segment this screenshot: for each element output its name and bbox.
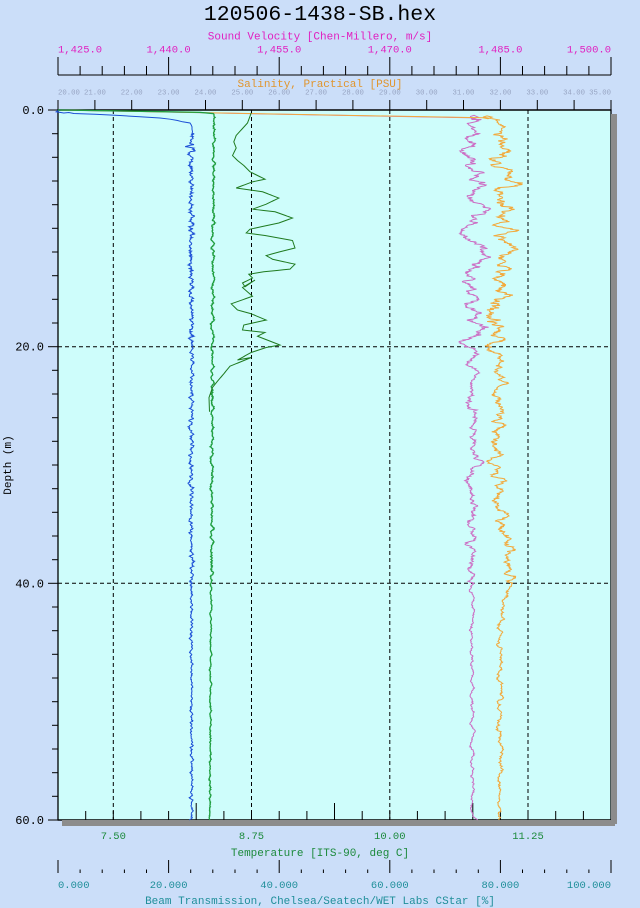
svg-text:23.00: 23.00 [158, 90, 180, 98]
svg-text:10.00: 10.00 [374, 831, 406, 843]
svg-text:40.000: 40.000 [260, 880, 298, 892]
svg-text:11.25: 11.25 [512, 831, 544, 843]
svg-text:35.00: 35.00 [589, 90, 611, 98]
svg-text:1,440.0: 1,440.0 [147, 45, 191, 57]
svg-text:Depth (m): Depth (m) [3, 435, 15, 494]
svg-text:21.00: 21.00 [84, 90, 106, 98]
svg-text:7.50: 7.50 [101, 831, 126, 843]
svg-text:20.00: 20.00 [58, 90, 80, 98]
svg-text:0.000: 0.000 [58, 880, 90, 892]
svg-text:8.75: 8.75 [239, 831, 264, 843]
svg-text:Beam Transmission, Chelsea/Sea: Beam Transmission, Chelsea/Seatech/WET L… [145, 896, 495, 908]
svg-text:30.00: 30.00 [416, 90, 438, 98]
svg-text:120506-1438-SB.hex: 120506-1438-SB.hex [204, 3, 436, 27]
svg-text:20.0: 20.0 [15, 341, 44, 355]
svg-text:34.00: 34.00 [563, 90, 585, 98]
svg-text:32.00: 32.00 [489, 90, 511, 98]
svg-text:20.000: 20.000 [150, 880, 188, 892]
svg-text:1,455.0: 1,455.0 [257, 45, 301, 57]
svg-text:100.000: 100.000 [567, 880, 611, 892]
svg-text:60.0: 60.0 [15, 814, 44, 828]
svg-text:1,425.0: 1,425.0 [58, 45, 102, 57]
svg-text:24.00: 24.00 [195, 90, 217, 98]
svg-text:0.0: 0.0 [22, 104, 44, 118]
svg-text:40.0: 40.0 [15, 577, 44, 591]
svg-text:Salinity, Practical [PSU]: Salinity, Practical [PSU] [237, 79, 402, 91]
svg-text:Temperature [ITS-90, deg C]: Temperature [ITS-90, deg C] [231, 848, 409, 860]
svg-text:80.000: 80.000 [481, 880, 519, 892]
svg-text:22.00: 22.00 [121, 90, 143, 98]
svg-text:60.000: 60.000 [371, 880, 409, 892]
svg-text:1,485.0: 1,485.0 [478, 45, 522, 57]
svg-text:Sound Velocity [Chen-Millero,: Sound Velocity [Chen-Millero, m/s] [208, 32, 432, 44]
svg-text:31.00: 31.00 [453, 90, 475, 98]
svg-text:1,500.0: 1,500.0 [567, 45, 611, 57]
svg-text:33.00: 33.00 [526, 90, 548, 98]
svg-text:1,470.0: 1,470.0 [368, 45, 412, 57]
